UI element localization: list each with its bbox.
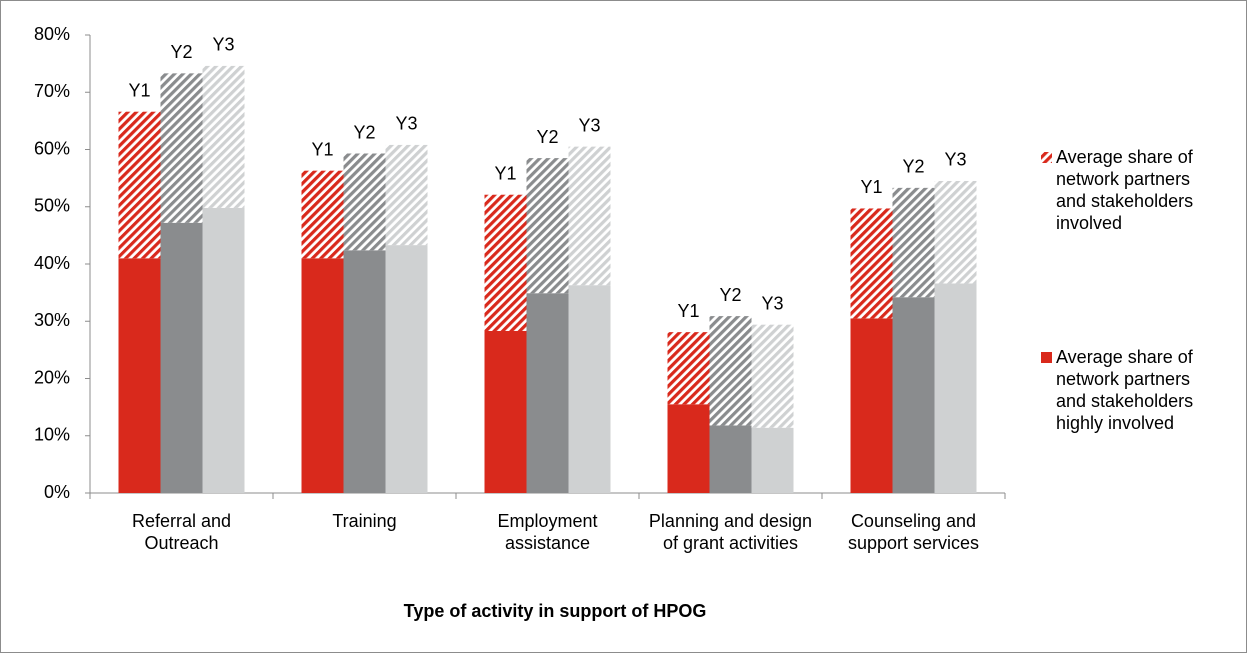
bar-group-label: Y1	[860, 177, 882, 197]
bar-segment	[301, 258, 344, 493]
x-tick-label: Planning and design of grant activities	[648, 511, 813, 553]
bar-segment	[484, 330, 527, 493]
bar-segment	[751, 324, 794, 428]
bar-segment	[385, 144, 428, 246]
bar-segment	[526, 158, 569, 294]
bar-group-label: Y2	[536, 127, 558, 147]
bar-group-label: Y3	[578, 115, 600, 135]
bar-group-label: Y2	[719, 285, 741, 305]
bar-group-label: Y1	[677, 301, 699, 321]
bar-segment	[118, 258, 161, 493]
bar-group-label: Y3	[212, 35, 234, 55]
bar-segment	[709, 316, 752, 426]
bar-group-label: Y3	[761, 293, 783, 313]
bar-segment	[709, 425, 752, 493]
y-tick-label: 50%	[34, 196, 70, 216]
x-axis-title: Type of activity in support of HPOG	[403, 601, 707, 621]
x-tick-label: Counseling and support services	[847, 511, 980, 553]
legend-swatch	[1041, 152, 1052, 163]
bar-group-label: Y2	[902, 157, 924, 177]
legend-label: Average share of network partners and st…	[1056, 347, 1194, 433]
bar-segment	[751, 427, 794, 493]
bar-segment	[850, 318, 893, 493]
bar-group-label: Y1	[494, 163, 516, 183]
bar-group-label: Y3	[944, 150, 966, 170]
x-tick-label: Referral and Outreach	[131, 511, 232, 553]
legend-swatch	[1041, 352, 1052, 363]
bar-segment	[667, 332, 710, 405]
bar-segment	[202, 65, 245, 208]
legend-label: Average share of network partners and st…	[1056, 147, 1194, 233]
y-tick-label: 20%	[34, 367, 70, 387]
bar-segment	[892, 297, 935, 493]
bar-segment	[301, 170, 344, 259]
bar-segment	[667, 404, 710, 493]
bar-segment	[202, 207, 245, 493]
bar-segment	[934, 283, 977, 493]
bar-segment	[343, 250, 386, 493]
bar-segment	[526, 293, 569, 493]
bar-group-label: Y2	[353, 122, 375, 142]
x-tick-label: Employment assistance	[497, 511, 598, 553]
bar-segment	[568, 146, 611, 286]
bar-group-label: Y1	[128, 80, 150, 100]
bar-segment	[484, 194, 527, 331]
bar-segment	[892, 187, 935, 298]
y-tick-label: 30%	[34, 310, 70, 330]
bar-segment	[118, 111, 161, 259]
y-tick-label: 70%	[34, 81, 70, 101]
bar-group-label: Y3	[395, 114, 417, 134]
bar-segment	[850, 208, 893, 319]
bar-segment	[385, 245, 428, 493]
y-tick-label: 0%	[44, 482, 70, 502]
y-tick-label: 40%	[34, 253, 70, 273]
y-tick-label: 60%	[34, 138, 70, 158]
bar-group-label: Y1	[311, 139, 333, 159]
bar-segment	[568, 285, 611, 493]
x-tick-label: Training	[332, 511, 397, 531]
y-tick-label: 80%	[34, 24, 70, 44]
bar-segment	[160, 222, 203, 493]
bar-segment	[934, 180, 977, 284]
y-tick-label: 10%	[34, 425, 70, 445]
bar-segment	[160, 73, 203, 223]
bar-segment	[343, 153, 386, 251]
bar-group-label: Y2	[170, 42, 192, 62]
